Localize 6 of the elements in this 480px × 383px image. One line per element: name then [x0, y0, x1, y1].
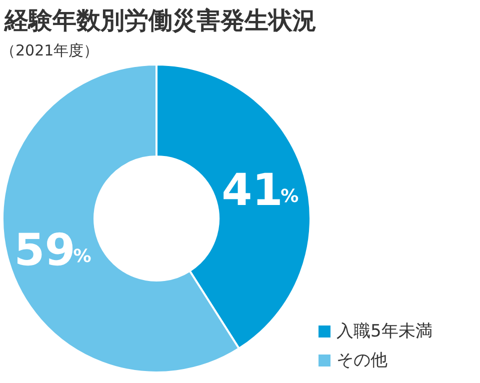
chart-subtitle: （2021年度）: [0, 42, 99, 60]
data-label: 59%: [14, 225, 92, 276]
chart-title: 経験年数別労働災害発生状況: [4, 6, 316, 34]
legend-label: 入職5年未満: [336, 322, 432, 342]
legend-label: その他: [336, 350, 388, 370]
data-label: 41%: [222, 164, 299, 216]
